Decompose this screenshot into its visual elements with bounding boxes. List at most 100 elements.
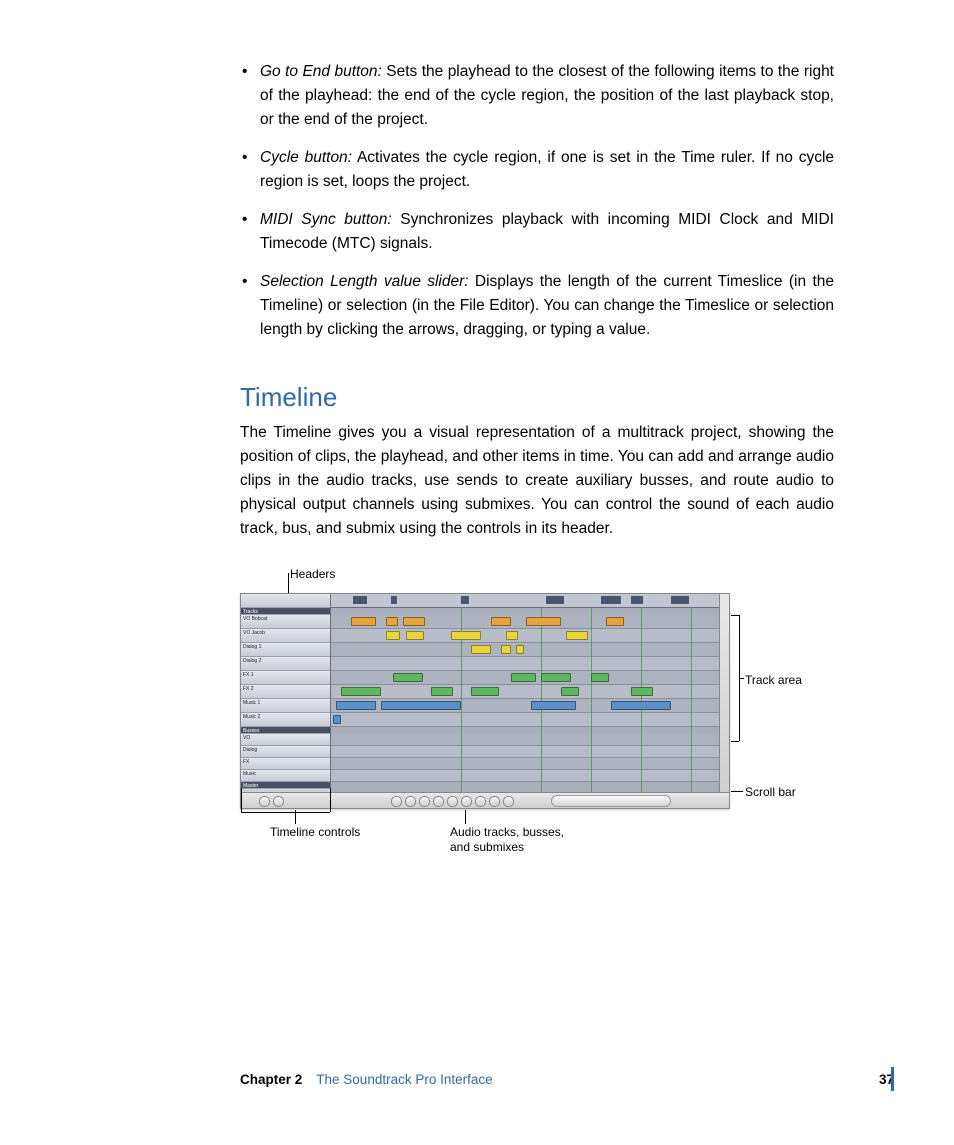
callout-headers: Headers (290, 567, 335, 582)
timeline-scrollbar[interactable] (241, 792, 729, 808)
track-row[interactable] (331, 643, 719, 657)
audio-clip[interactable] (606, 617, 624, 626)
track-header[interactable]: Music 1 (241, 699, 330, 713)
callout-timeline-controls: Timeline controls (270, 825, 360, 840)
track-header[interactable]: Dialog (241, 746, 330, 758)
audio-clip[interactable] (541, 673, 571, 682)
audio-clip[interactable] (471, 687, 499, 696)
bullet-item: Selection Length value slider: Displays … (240, 270, 834, 342)
timeline-marker[interactable] (546, 596, 564, 604)
audio-clip[interactable] (531, 701, 576, 710)
bullet-list: Go to End button: Sets the playhead to t… (240, 60, 834, 342)
transport-button[interactable] (391, 796, 402, 807)
audio-clip[interactable] (611, 701, 671, 710)
track-area[interactable] (331, 608, 719, 792)
headers-column: TracksVO BobcatVO JacobDialog 1Dialog 2F… (241, 594, 331, 792)
track-header[interactable]: Busses (241, 727, 330, 734)
track-header[interactable]: VO Jacob (241, 629, 330, 643)
callout-audio-tracks: Audio tracks, busses, and submixes (450, 825, 564, 855)
track-header[interactable]: Music 2 (241, 713, 330, 727)
audio-clip[interactable] (471, 645, 491, 654)
audio-clip[interactable] (506, 631, 518, 640)
grid-line (591, 608, 592, 792)
section-body: The Timeline gives you a visual represen… (240, 421, 834, 541)
transport-button[interactable] (503, 796, 514, 807)
bullet-term: Cycle button: (260, 149, 352, 166)
section-title: Timeline (240, 382, 834, 413)
track-header[interactable] (241, 594, 330, 608)
bullet-item: Go to End button: Sets the playhead to t… (240, 60, 834, 132)
audio-clip[interactable] (341, 687, 381, 696)
track-header[interactable]: Dialog 1 (241, 643, 330, 657)
audio-clip[interactable] (501, 645, 511, 654)
footer-rule (891, 1067, 894, 1091)
transport-button[interactable] (433, 796, 444, 807)
zoom-button[interactable] (273, 796, 284, 807)
chapter-label: Chapter 2 (240, 1072, 302, 1087)
audio-clip[interactable] (393, 673, 423, 682)
timeline-marker[interactable] (353, 596, 367, 604)
vertical-scrollbar[interactable] (719, 594, 729, 792)
audio-clip[interactable] (491, 617, 511, 626)
zoom-button[interactable] (259, 796, 270, 807)
track-header[interactable]: VO Bobcat (241, 615, 330, 629)
timeline-marker[interactable] (671, 596, 689, 604)
time-ruler[interactable] (331, 594, 719, 608)
transport-button[interactable] (461, 796, 472, 807)
track-row[interactable] (331, 758, 719, 770)
track-header[interactable]: Master (241, 782, 330, 789)
track-row[interactable] (331, 746, 719, 758)
audio-clip[interactable] (336, 701, 376, 710)
audio-clip[interactable] (351, 617, 376, 626)
track-row[interactable] (331, 770, 719, 782)
bullet-term: MIDI Sync button: (260, 211, 392, 228)
bullet-item: MIDI Sync button: Synchronizes playback … (240, 208, 834, 256)
timeline-marker[interactable] (631, 596, 643, 604)
track-row[interactable] (331, 713, 719, 727)
track-row[interactable] (331, 657, 719, 671)
track-header[interactable]: FX (241, 758, 330, 770)
bullet-term: Go to End button: (260, 63, 382, 80)
bullet-term: Selection Length value slider: (260, 273, 469, 290)
audio-clip[interactable] (333, 715, 341, 724)
audio-clip[interactable] (406, 631, 424, 640)
grid-line (691, 608, 692, 792)
track-header[interactable]: Music (241, 770, 330, 782)
audio-clip[interactable] (386, 617, 398, 626)
audio-clip[interactable] (403, 617, 425, 626)
track-header[interactable]: FX 2 (241, 685, 330, 699)
grid-line (541, 608, 542, 792)
audio-clip[interactable] (381, 701, 461, 710)
timeline-figure: Headers TracksVO BobcatVO JacobDialog 1D… (240, 567, 880, 857)
track-header[interactable]: VO (241, 734, 330, 746)
audio-clip[interactable] (516, 645, 524, 654)
audio-clip[interactable] (526, 617, 561, 626)
audio-clip[interactable] (431, 687, 453, 696)
audio-clip[interactable] (631, 687, 653, 696)
timeline-marker[interactable] (391, 596, 397, 604)
track-row[interactable] (331, 734, 719, 746)
track-header[interactable]: FX 1 (241, 671, 330, 685)
scrollbar-thumb[interactable] (551, 795, 671, 807)
track-header[interactable]: Tracks (241, 608, 330, 615)
page-footer: Chapter 2 The Soundtrack Pro Interface 3… (240, 1072, 894, 1087)
audio-clip[interactable] (566, 631, 588, 640)
transport-button[interactable] (475, 796, 486, 807)
timeline-screenshot: TracksVO BobcatVO JacobDialog 1Dialog 2F… (240, 593, 730, 809)
transport-button[interactable] (489, 796, 500, 807)
audio-clip[interactable] (511, 673, 536, 682)
audio-clip[interactable] (591, 673, 609, 682)
audio-clip[interactable] (451, 631, 481, 640)
transport-button[interactable] (447, 796, 458, 807)
timeline-marker[interactable] (601, 596, 621, 604)
track-header[interactable]: Dialog 2 (241, 657, 330, 671)
timeline-marker[interactable] (461, 596, 469, 604)
audio-clip[interactable] (386, 631, 400, 640)
callout-scroll-bar: Scroll bar (745, 785, 796, 800)
audio-clip[interactable] (561, 687, 579, 696)
transport-button[interactable] (419, 796, 430, 807)
callout-track-area: Track area (745, 673, 802, 688)
track-row[interactable] (331, 685, 719, 699)
chapter-title: The Soundtrack Pro Interface (316, 1072, 492, 1087)
transport-button[interactable] (405, 796, 416, 807)
